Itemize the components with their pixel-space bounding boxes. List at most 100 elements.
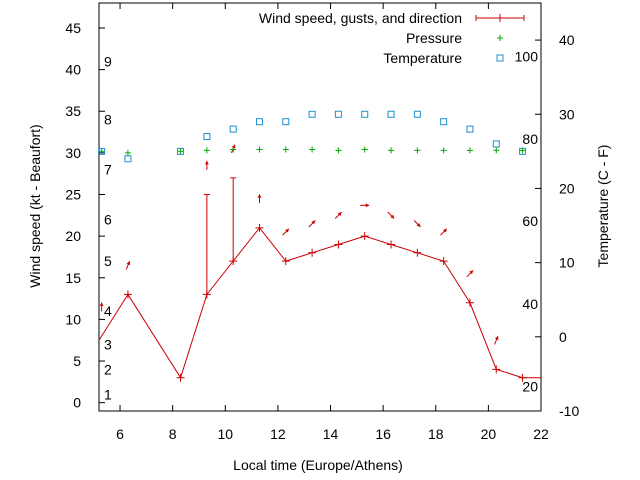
wind-point <box>518 373 527 382</box>
wind-direction-arrowhead <box>365 203 370 208</box>
wind-direction-arrowhead <box>257 194 262 198</box>
pressure-series <box>98 146 526 156</box>
wind-direction-arrowhead <box>416 222 421 227</box>
temperature-point <box>440 118 448 126</box>
beaufort-label: 3 <box>104 336 112 352</box>
y-right-tick-label: 20 <box>559 180 575 196</box>
pressure-point <box>466 147 473 154</box>
legend: Wind speed, gusts, and direction Pressure… <box>259 10 525 66</box>
wind-point <box>123 290 132 299</box>
wind-line <box>98 227 541 379</box>
temperature-point <box>255 118 263 126</box>
temperature-point <box>98 147 106 155</box>
temperature-point <box>519 147 527 155</box>
beaufort-label: 9 <box>104 53 112 69</box>
wind-direction-arrowhead <box>285 228 289 233</box>
fahrenheit-label: 60 <box>522 213 538 229</box>
y-axis-right-label: Temperature (C - F) <box>595 145 611 268</box>
beaufort-label: 2 <box>104 361 112 377</box>
x-tick-label: 12 <box>270 426 286 442</box>
plot-border <box>98 2 542 412</box>
x-tick-label: 14 <box>323 426 339 442</box>
plot-frame <box>98 2 542 412</box>
temperature-point <box>203 133 211 141</box>
y-left-tick-label: 15 <box>65 270 81 286</box>
y-left-tick-label: 25 <box>65 187 81 203</box>
wind-direction-arrowhead <box>337 212 342 216</box>
wind-point <box>334 240 343 249</box>
temperature-series <box>98 110 527 163</box>
temperature-point <box>334 110 342 118</box>
temperature-point <box>124 155 132 163</box>
y-axis-left-ticks: 0 5 10 15 20 25 30 35 40 45 <box>65 20 105 411</box>
pressure-point <box>203 147 210 154</box>
fahrenheit-label: 40 <box>522 296 538 312</box>
wind-direction-arrowhead <box>204 160 209 165</box>
pressure-point <box>309 146 316 153</box>
wind-direction-arrowhead <box>126 261 131 266</box>
gust-series <box>203 177 237 295</box>
y-left-tick-label: 20 <box>65 228 81 244</box>
pressure-point <box>388 147 395 154</box>
y-left-tick-label: 0 <box>73 395 81 411</box>
wind-point <box>176 373 185 382</box>
wind-direction-arrowhead <box>494 336 499 341</box>
pressure-point <box>493 147 500 154</box>
pressure-point <box>177 148 184 155</box>
y-left-tick-label: 35 <box>65 103 81 119</box>
wind-direction-arrowhead <box>311 220 316 225</box>
pressure-point <box>414 147 421 154</box>
fahrenheit-label: 20 <box>522 379 538 395</box>
y-right-tick-label: 0 <box>559 329 567 345</box>
wind-point <box>281 257 290 266</box>
fahrenheit-scale: 20 40 60 80 100 <box>515 48 539 394</box>
wind-direction-arrowhead <box>390 214 395 219</box>
temperature-point <box>492 140 500 148</box>
y-axis-right-ticks: -10 0 10 20 30 40 <box>535 32 579 419</box>
y-right-tick-label: 10 <box>559 255 575 271</box>
wind-point <box>308 248 317 257</box>
beaufort-label: 7 <box>104 162 112 178</box>
wind-direction-arrowhead <box>469 270 474 275</box>
x-tick-label: 10 <box>217 426 233 442</box>
temperature-point <box>466 125 474 133</box>
wind-direction-arrowhead <box>99 302 104 306</box>
wind-point <box>255 223 264 232</box>
x-tick-label: 18 <box>428 426 444 442</box>
pressure-point <box>440 147 447 154</box>
legend-swatch-marker <box>496 14 504 22</box>
beaufort-label: 1 <box>104 386 112 402</box>
direction-arrows <box>99 144 499 345</box>
legend-swatch-marker <box>496 54 504 62</box>
x-axis-ticks: 6 8 10 12 14 16 18 20 22 <box>116 3 549 442</box>
fahrenheit-label: 80 <box>522 131 538 147</box>
pressure-point <box>282 146 289 153</box>
y-left-tick-label: 10 <box>65 311 81 327</box>
x-tick-label: 22 <box>533 426 549 442</box>
temperature-point <box>413 110 421 118</box>
pressure-point <box>361 146 368 153</box>
wind-point <box>492 365 501 374</box>
temperature-point <box>282 118 290 126</box>
beaufort-scale: 1 2 3 4 5 6 7 8 9 <box>104 53 112 402</box>
y-right-tick-label: 30 <box>559 106 575 122</box>
temperature-point <box>177 147 185 155</box>
temperature-point <box>229 125 237 133</box>
beaufort-label: 5 <box>104 253 112 269</box>
wind-direction-arrowhead <box>231 144 236 149</box>
temperature-point <box>387 110 395 118</box>
x-tick-label: 8 <box>169 426 177 442</box>
wind-point <box>465 298 474 307</box>
y-left-tick-label: 40 <box>65 62 81 78</box>
y-left-tick-label: 30 <box>65 145 81 161</box>
y-right-tick-label: -10 <box>559 403 579 419</box>
y-left-tick-label: 45 <box>65 20 81 36</box>
pressure-point <box>256 146 263 153</box>
x-tick-label: 16 <box>375 426 391 442</box>
wind-point <box>360 232 369 241</box>
beaufort-label: 4 <box>104 303 112 319</box>
pressure-point <box>335 147 342 154</box>
wind-series <box>98 223 541 382</box>
y-right-tick-label: 40 <box>559 32 575 48</box>
